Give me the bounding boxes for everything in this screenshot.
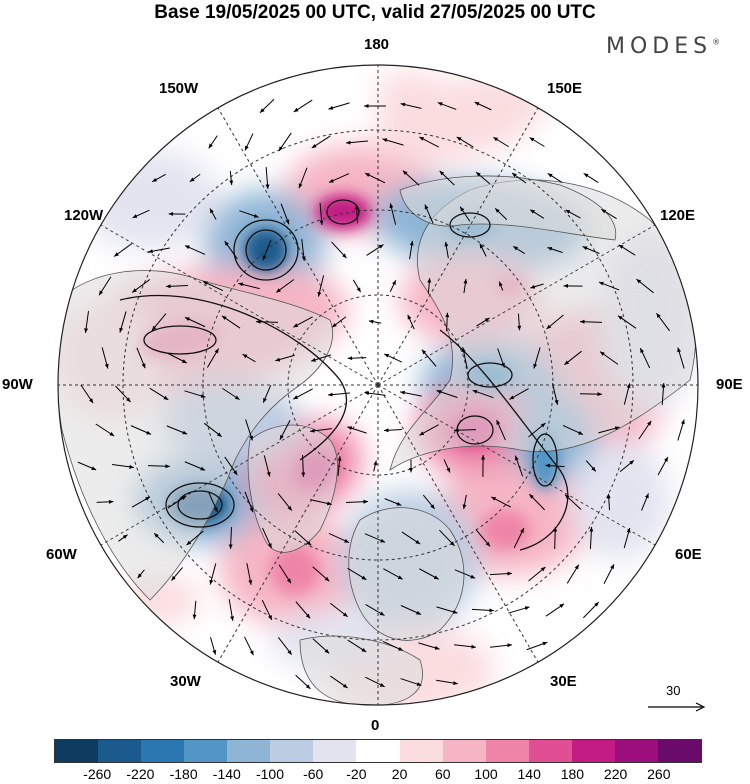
colorbar-tick-label: -260 [83, 766, 111, 782]
lon-label-150w: 150W [159, 80, 198, 97]
anomaly-region [375, 70, 445, 120]
colorbar-tick-label: 60 [435, 766, 451, 782]
colorbar-segment [313, 740, 356, 762]
colorbar-tick-label: 220 [604, 766, 627, 782]
colorbar-segment [356, 740, 399, 762]
colorbar-tick-label: -20 [346, 766, 366, 782]
colorbar-segment [55, 740, 98, 762]
lon-label-120e: 120E [660, 207, 695, 224]
lon-label-150e: 150E [547, 80, 582, 97]
anomaly-core [270, 545, 320, 595]
colorbar-tick-label: 260 [647, 766, 670, 782]
colorbar-tick-label: 180 [561, 766, 584, 782]
colorbar-ticks: -260 -220 -180 -140 -100 -60 -20 20 60 100 140 180 2… [0, 766, 750, 784]
colorbar-segment [529, 740, 572, 762]
colorbar-segment [227, 740, 270, 762]
lon-label-90w: 90W [2, 376, 33, 393]
colorbar-segment [141, 740, 184, 762]
lon-label-30e: 30E [550, 673, 577, 690]
reference-vector: 30 [646, 683, 706, 723]
lon-label-60w: 60W [46, 546, 77, 563]
anomaly-region [80, 150, 220, 250]
lon-label-60e: 60E [675, 546, 702, 563]
lon-label-30w: 30W [170, 673, 201, 690]
wind-arrow [454, 430, 476, 431]
colorbar-tick-label: 20 [392, 766, 408, 782]
wind-arrow [555, 527, 556, 549]
colorbar-tick-label: -100 [256, 766, 284, 782]
colorbar-segment [270, 740, 313, 762]
colorbar-segment [615, 740, 658, 762]
wind-arrow [97, 502, 114, 503]
lon-label-0: 0 [371, 717, 379, 734]
colorbar-tick-label: -180 [170, 766, 198, 782]
colorbar-tick-label: -140 [213, 766, 241, 782]
colorbar-tick-label: 140 [518, 766, 541, 782]
lon-label-90e: 90E [716, 376, 743, 393]
colorbar-segment [184, 740, 227, 762]
colorbar-segment [98, 740, 141, 762]
colorbar-segment [486, 740, 529, 762]
reference-arrow-icon [646, 683, 706, 723]
lon-label-180: 180 [364, 36, 389, 53]
anomaly-region [570, 440, 670, 560]
colorbar-segment [658, 740, 701, 762]
colorbar-tick-label: -60 [303, 766, 323, 782]
lon-label-120w: 120W [64, 207, 103, 224]
colorbar-segment [400, 740, 443, 762]
colorbar [54, 739, 702, 763]
colorbar-segment [443, 740, 486, 762]
colorbar-tick-label: 100 [474, 766, 497, 782]
colorbar-segment [572, 740, 615, 762]
colorbar-tick-label: -220 [126, 766, 154, 782]
